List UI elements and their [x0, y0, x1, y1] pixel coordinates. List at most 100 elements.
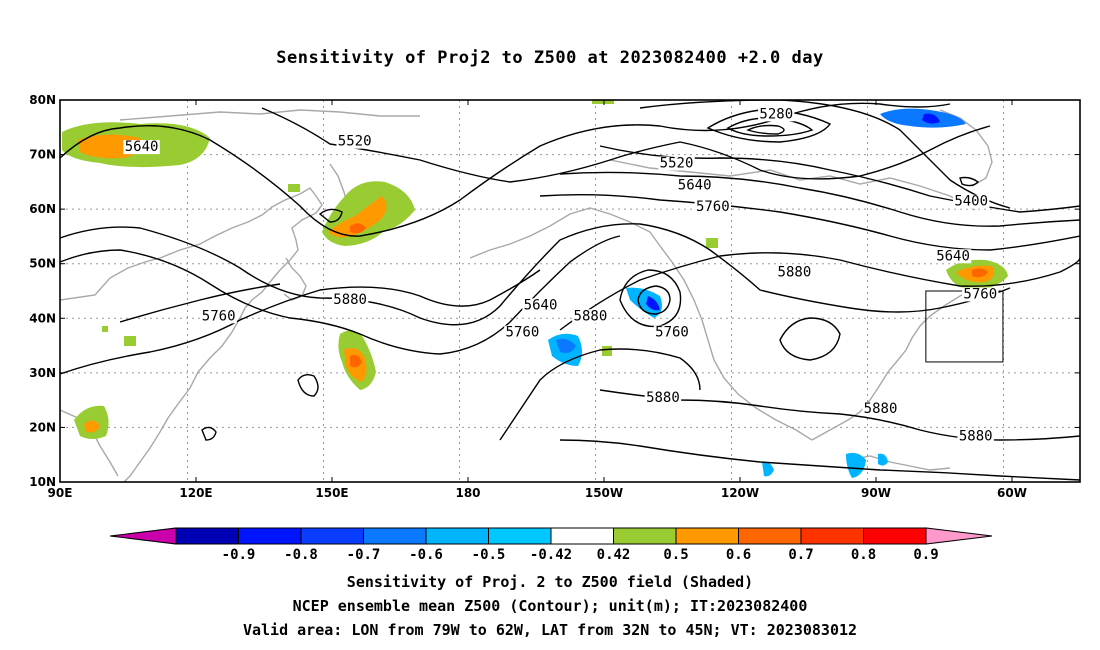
- map-plot: 5640 5520 5280 5520 5640 5760 5400 5640 5760 5880…: [60, 100, 1080, 482]
- lat-tick-label: 60N: [29, 202, 56, 216]
- colorbar-swatch: [738, 527, 802, 545]
- lat-tick-label: 50N: [29, 257, 56, 271]
- lat-tick-label: 20N: [29, 420, 56, 434]
- caption-line-2: NCEP ensemble mean Z500 (Contour); unit(…: [292, 597, 808, 615]
- contour-5400: [639, 100, 1011, 209]
- contour-label-bg: [123, 140, 160, 155]
- contour-label: 5880: [333, 292, 367, 308]
- colorbar-swatch: [238, 527, 302, 545]
- contour-label-bg: [572, 309, 609, 324]
- contour-high-1: [297, 373, 319, 397]
- colorbar-label: 0.42: [597, 547, 631, 563]
- contour-5880-a: [559, 252, 1080, 331]
- contour-label: 5640: [936, 248, 970, 264]
- colorbar-swatch: [425, 527, 489, 545]
- latitude-axis: 80N 70N 60N 50N 40N 30N 20N 10N: [29, 93, 1080, 489]
- colorbar-swatch: [675, 527, 739, 545]
- shade-positive: [102, 326, 108, 332]
- contour-label: 5880: [574, 308, 608, 324]
- shade-negative: [626, 287, 662, 318]
- colorbar-swatch: [175, 527, 239, 545]
- colorbar-label: -0.6: [409, 547, 443, 563]
- shade-negative: [922, 113, 940, 124]
- shade-positive: [288, 184, 300, 192]
- contour-5640-c: [60, 235, 621, 355]
- contour-label-bg: [504, 325, 541, 340]
- coastline-siberia-north: [119, 109, 420, 121]
- coastline-asia: [60, 187, 323, 482]
- contour-label: 5760: [696, 199, 730, 215]
- contour-label-bg: [653, 325, 691, 340]
- contour-high-4: [318, 208, 343, 223]
- contour-5880-e: [559, 439, 1080, 481]
- colorbar-swatch: [863, 527, 927, 545]
- shade-positive: [972, 268, 988, 278]
- contour-label: 5400: [954, 194, 988, 210]
- caption-line-1: Sensitivity of Proj. 2 to Z500 field (Sh…: [346, 573, 754, 591]
- contour-label-bg: [776, 265, 813, 280]
- shade-positive: [84, 420, 100, 433]
- lon-tick-label: 60W: [997, 486, 1027, 500]
- contour-label: 5880: [778, 265, 812, 281]
- contour-label-bg: [862, 402, 899, 417]
- shade-negative: [762, 461, 774, 477]
- contour-label: 5640: [678, 177, 712, 193]
- contour-label-bg: [644, 391, 682, 406]
- contour-high-5: [959, 176, 980, 187]
- colorbar-end-low: [109, 527, 177, 545]
- lon-tick-label: 150W: [585, 486, 623, 500]
- colorbar-label: 0.5: [663, 547, 688, 563]
- shade-negative: [846, 452, 866, 478]
- contour-label: 5520: [338, 134, 372, 150]
- shade-positive: [602, 346, 612, 356]
- caption-line-3: Valid area: LON from 79W to 62W, LAT fro…: [242, 621, 858, 639]
- contour-label: 5520: [660, 155, 694, 171]
- lat-tick-label: 40N: [29, 311, 56, 325]
- colorbar: -0.9 -0.8 -0.7 -0.6 -0.5 -0.42 0.42 0.5 0.6 0.7 0.…: [109, 527, 993, 563]
- coastline-japan: [283, 257, 307, 301]
- colorbar-label: 0.8: [851, 547, 876, 563]
- contour-5520-a: [261, 107, 991, 183]
- chart-title: Sensitivity of Proj2 to Z500 at 20230824…: [276, 48, 824, 68]
- shade-negative: [646, 296, 660, 311]
- contour-label-bg: [676, 178, 713, 193]
- contour-low: [619, 269, 682, 328]
- colorbar-swatch: [300, 527, 364, 545]
- map-frame: [59, 99, 1081, 483]
- contour-5280-core: [746, 124, 785, 135]
- shade-positive: [124, 336, 136, 346]
- colorbar-swatch: [613, 527, 677, 545]
- shade-positive: [706, 238, 718, 248]
- contour-label-bg: [522, 298, 559, 313]
- coastline-alaska: [469, 207, 661, 259]
- contour-5280: [706, 109, 832, 143]
- contour-label-bg: [934, 249, 972, 264]
- contour-label: 5760: [202, 308, 236, 324]
- contour-label-bg: [331, 292, 369, 307]
- contour-label: 5640: [524, 297, 558, 313]
- colorbar-end-high: [925, 527, 993, 545]
- colorbar-label: -0.9: [222, 547, 256, 563]
- contour-5640-a: [60, 102, 951, 237]
- coastline-caribbean: [849, 455, 951, 471]
- lat-tick-label: 70N: [29, 148, 56, 162]
- contour-label: 5760: [963, 286, 997, 302]
- contour-label: 5640: [125, 139, 159, 155]
- contour-high-3: [779, 317, 841, 361]
- contour-label-bg: [658, 156, 695, 171]
- colorbar-swatch: [800, 527, 864, 545]
- colorbar-label: -0.8: [284, 547, 318, 563]
- contour-5760-c: [119, 283, 281, 323]
- contour-5280-inner: [726, 117, 814, 137]
- longitude-axis: 90E 120E 150E 180 150W 120W 90W 60W: [48, 100, 1027, 500]
- contour-label: 5880: [646, 390, 680, 406]
- contour-labels: 5640 5520 5280 5520 5640 5760 5400 5640 5760 5880…: [123, 106, 999, 444]
- lon-tick-label: 120W: [721, 486, 759, 500]
- colorbar-swatch: [488, 527, 552, 545]
- contour-label-bg: [694, 200, 731, 215]
- colorbar-label: 0.6: [726, 547, 751, 563]
- contour-label: 5880: [959, 428, 993, 444]
- colorbar-label: 0.9: [913, 547, 938, 563]
- contour-label: 5760: [506, 325, 540, 341]
